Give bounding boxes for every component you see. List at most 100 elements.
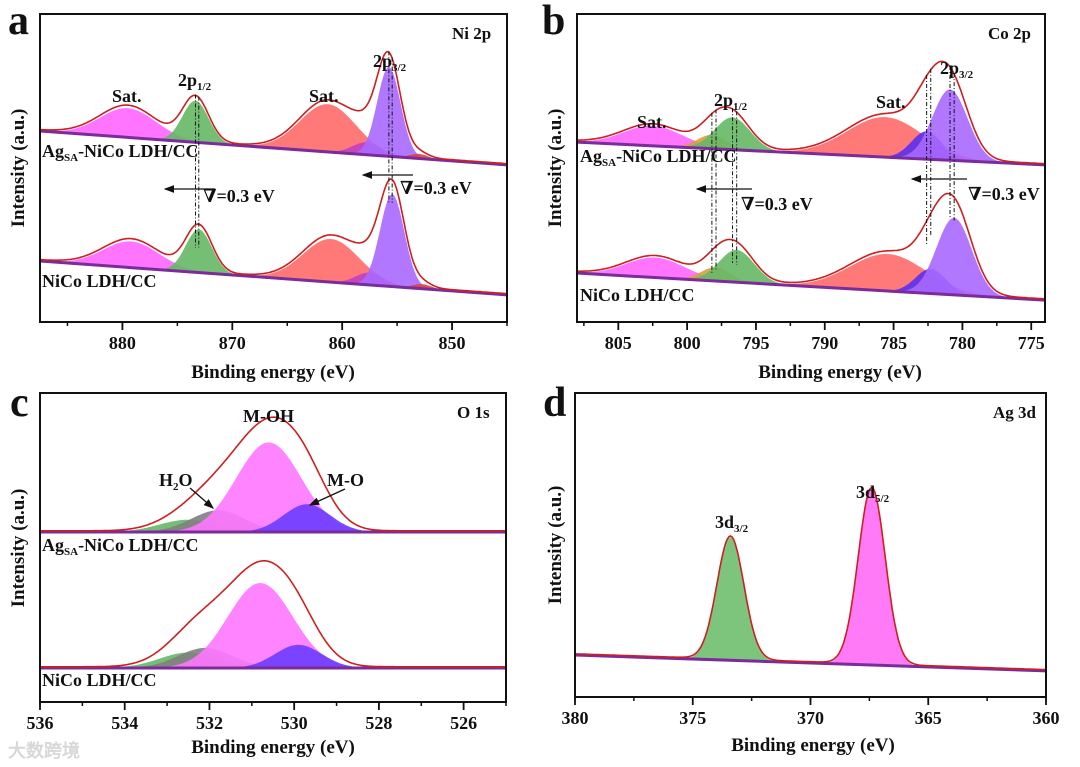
label-rest: -NiCo LDH/CC [616, 146, 737, 166]
annotation-sat: Sat. [876, 92, 906, 112]
envelope-fit [577, 192, 1046, 300]
component-m-oh [40, 442, 506, 533]
x-tick-label: 805 [605, 333, 632, 353]
envelope-fit [39, 178, 508, 295]
annotation-2p12: 2p1/2 [178, 70, 211, 93]
x-axis-label: Binding energy (eV) [191, 362, 355, 383]
plot-frame [39, 13, 508, 323]
x-axis-label: Binding energy (eV) [758, 362, 922, 383]
x-tick-label: 870 [219, 333, 246, 353]
x-tick-label: 360 [1033, 708, 1060, 728]
annotation-main: 2p [373, 51, 393, 71]
x-tick-label: 795 [742, 333, 769, 353]
background-line [39, 259, 508, 297]
o1s-plot: 536 534 532 530 528 526 [27, 392, 507, 733]
component-2p1-2-co3- [577, 134, 1045, 165]
sample-label-agsa: AgSA-NiCo LDH/CC [580, 146, 737, 169]
envelope-fit [574, 486, 1046, 671]
x-axis-label: Binding energy (eV) [191, 737, 355, 758]
annotation-3d32: 3d3/2 [715, 512, 748, 535]
component-sat- [40, 241, 507, 295]
x-tick-label: 880 [109, 333, 136, 353]
annotation-sub: 1/2 [733, 101, 748, 113]
label-rest: -NiCo LDH/CC [78, 535, 199, 555]
x-tick-label: 365 [915, 708, 942, 728]
component-2p3-2 [40, 194, 507, 295]
x-tick-label: 526 [450, 713, 477, 733]
envelope-fit [40, 416, 506, 532]
component-adsorbed [40, 519, 506, 533]
label-main: Ag [42, 141, 64, 161]
shift-annotation: ∇=0.3 eV [400, 178, 472, 198]
label-sub: SA [64, 546, 79, 558]
annotation-main: 2p [178, 70, 198, 90]
component-2p1-2-co3- [577, 267, 1045, 301]
x-tick-label: 534 [111, 713, 138, 733]
annotation-sub: 2 [173, 481, 179, 493]
co2p-plot: 805 800 795 790 785 780 775 [576, 13, 1046, 353]
component-2p3-2 [577, 217, 1045, 301]
background-line [574, 653, 1047, 673]
x-tick-label: 800 [674, 333, 701, 353]
x-tick-label: 375 [679, 708, 706, 728]
component-m-o [40, 644, 506, 669]
shift-annotation: ∇=0.3 eV [968, 184, 1040, 204]
annotation-main: 3d [856, 482, 876, 502]
annotation-sat: Sat. [309, 86, 339, 106]
plot-frame [576, 13, 1046, 323]
x-tick-label: 530 [281, 713, 308, 733]
annotation-sub: 3/2 [392, 62, 407, 74]
label-main: Ag [42, 535, 64, 555]
annotation-main: 2p [940, 58, 960, 78]
annotation-2p12: 2p1/2 [714, 90, 747, 113]
m-o-arrow [308, 488, 346, 506]
annotation-3d52: 3d5/2 [856, 482, 889, 505]
background-line [39, 129, 508, 167]
annotation-m-oh: M-OH [243, 406, 294, 426]
component-2p3-2 [577, 89, 1045, 165]
sample-label-agsa: AgSA-NiCo LDH/CC [42, 141, 199, 164]
annotation-main: H [159, 470, 174, 490]
annotation-main: 2p [714, 90, 734, 110]
shift-annotation: ∇=0.3 eV [741, 194, 813, 214]
sample-label-nico: NiCo LDH/CC [580, 285, 695, 305]
component-sat- [40, 108, 507, 165]
envelope-fit [576, 60, 1046, 165]
plot-frame [39, 392, 507, 703]
label-rest: -NiCo LDH/CC [78, 141, 199, 161]
annotation-sub: 3/2 [734, 523, 749, 535]
x-tick-label: 532 [196, 713, 223, 733]
annotation-rest: O [178, 470, 193, 490]
annotation-sub: 1/2 [197, 81, 212, 93]
component-m-o [40, 504, 506, 533]
panel-letter-d: d [543, 380, 567, 426]
annotation-main: 3d [715, 512, 735, 532]
component-2p3-2 [40, 67, 507, 165]
x-tick-label: 380 [562, 708, 589, 728]
watermark: 大数跨境 [8, 741, 80, 762]
x-tick-label: 860 [329, 333, 356, 353]
annotation-sat: Sat. [112, 86, 142, 106]
x-tick-label: 850 [439, 333, 466, 353]
sample-label-nico: NiCo LDH/CC [42, 670, 157, 690]
panel-title: O 1s [457, 403, 490, 422]
annotation-sub: 3/2 [959, 69, 974, 81]
x-tick-label: 780 [949, 333, 976, 353]
panel-letter-b: b [542, 0, 566, 44]
background-line [576, 140, 1046, 167]
label-sub: SA [602, 157, 617, 169]
panel-title: Ag 3d [993, 403, 1036, 422]
x-tick-label: 775 [1018, 333, 1045, 353]
annotation-m-o: M-O [327, 470, 364, 490]
envelope-fit [40, 560, 506, 668]
x-tick-label: 785 [880, 333, 907, 353]
x-tick-label: 790 [811, 333, 838, 353]
x-axis-label: Binding energy (eV) [731, 735, 895, 756]
envelope-fit [39, 50, 508, 165]
annotation-2p32: 2p3/2 [940, 58, 973, 81]
annotation-h2o: H2O [159, 470, 193, 493]
ag3d-plot: 380 375 370 365 360 [562, 392, 1060, 728]
label-sub: SA [64, 152, 79, 164]
annotation-sat: Sat. [637, 112, 667, 132]
